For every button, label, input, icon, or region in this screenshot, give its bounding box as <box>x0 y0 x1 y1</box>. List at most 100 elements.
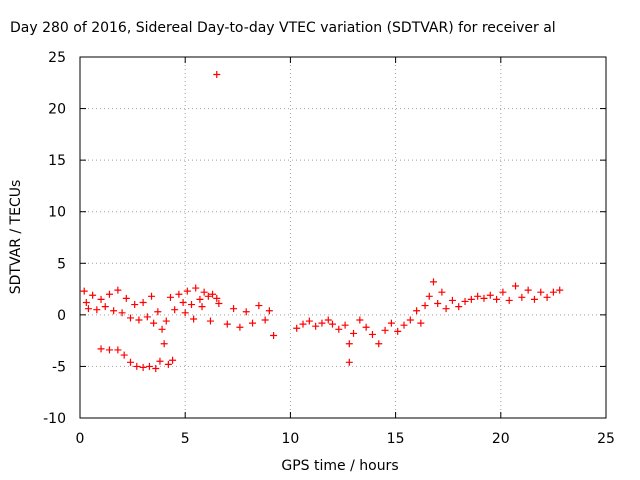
data-point <box>105 290 113 298</box>
data-point <box>406 316 414 324</box>
data-point <box>345 340 353 348</box>
x-tick-label: 5 <box>181 431 190 447</box>
data-point <box>413 307 421 315</box>
data-point <box>143 313 151 321</box>
data-point <box>190 315 198 323</box>
data-point <box>89 291 97 299</box>
data-point <box>110 307 118 315</box>
data-point <box>204 292 212 300</box>
data-point <box>166 293 174 301</box>
data-points <box>80 71 564 372</box>
data-point <box>512 282 520 290</box>
data-point <box>293 324 301 332</box>
data-point <box>133 362 141 370</box>
y-tick-label: 0 <box>57 308 66 324</box>
data-point <box>480 294 488 302</box>
y-tick-label: -10 <box>43 411 66 427</box>
y-tick-label: 10 <box>48 205 66 221</box>
data-point <box>518 293 526 301</box>
data-point <box>265 307 273 315</box>
data-point <box>499 288 507 296</box>
data-point <box>198 303 206 311</box>
data-point <box>305 317 313 325</box>
data-point <box>206 317 214 325</box>
x-tick-label: 0 <box>76 431 85 447</box>
data-point <box>270 331 278 339</box>
data-point <box>461 297 469 305</box>
data-point <box>549 288 557 296</box>
data-point <box>341 321 349 329</box>
data-point <box>215 300 223 308</box>
y-tick-label: 25 <box>48 50 66 66</box>
x-tick-label: 15 <box>387 431 405 447</box>
y-tick-label: -5 <box>52 359 66 375</box>
data-point <box>148 292 156 300</box>
data-point <box>131 301 139 309</box>
data-point <box>524 286 532 294</box>
data-point <box>152 364 160 372</box>
data-point <box>368 330 376 338</box>
data-point <box>394 327 402 335</box>
data-point <box>400 321 408 329</box>
data-point <box>188 301 196 309</box>
data-point <box>537 288 545 296</box>
data-point <box>543 293 551 301</box>
data-point <box>230 305 238 313</box>
data-point <box>474 292 482 300</box>
data-point <box>255 302 263 310</box>
data-point <box>82 298 90 306</box>
data-point <box>126 314 134 322</box>
data-point <box>467 295 475 303</box>
data-point <box>213 71 221 79</box>
data-point <box>162 317 170 325</box>
data-point <box>434 300 442 308</box>
data-point <box>335 325 343 333</box>
data-point <box>387 319 395 327</box>
data-point <box>209 290 217 298</box>
data-point <box>530 295 538 303</box>
data-point <box>493 295 501 303</box>
data-point <box>196 295 204 303</box>
data-point <box>324 316 332 324</box>
data-point <box>154 308 162 316</box>
data-point <box>179 298 187 306</box>
axis-ticks: 0 5 10 15 20 25 -10 -5 0 5 10 15 20 25 <box>43 50 615 447</box>
data-point <box>126 358 134 366</box>
data-point <box>101 303 109 311</box>
data-point <box>156 357 164 365</box>
data-point <box>429 278 437 286</box>
data-point <box>345 358 353 366</box>
y-axis-label: SDTVAR / TECUs <box>8 180 24 295</box>
data-point <box>160 340 168 348</box>
data-point <box>438 288 446 296</box>
data-point <box>139 298 147 306</box>
data-point <box>350 329 358 337</box>
x-axis-label: GPS time / hours <box>281 458 398 474</box>
data-point <box>242 308 250 316</box>
data-point <box>261 316 269 324</box>
data-point <box>421 302 429 310</box>
data-point <box>249 319 257 327</box>
data-point <box>417 319 425 327</box>
chart-title: Day 280 of 2016, Sidereal Day-to-day VTE… <box>10 20 556 36</box>
data-point <box>312 322 320 330</box>
data-point <box>80 287 88 295</box>
data-point <box>556 286 564 294</box>
data-point <box>135 316 143 324</box>
y-tick-label: 20 <box>48 102 66 118</box>
data-point <box>164 360 172 368</box>
data-point <box>223 320 231 328</box>
data-point <box>171 306 179 314</box>
y-tick-label: 15 <box>48 153 66 169</box>
data-point <box>318 319 326 327</box>
data-point <box>93 306 101 314</box>
x-tick-label: 10 <box>281 431 299 447</box>
data-point <box>505 296 513 304</box>
data-point <box>139 363 147 371</box>
data-point <box>150 319 158 327</box>
data-point <box>145 362 153 370</box>
data-point <box>448 296 456 304</box>
data-point <box>375 340 383 348</box>
